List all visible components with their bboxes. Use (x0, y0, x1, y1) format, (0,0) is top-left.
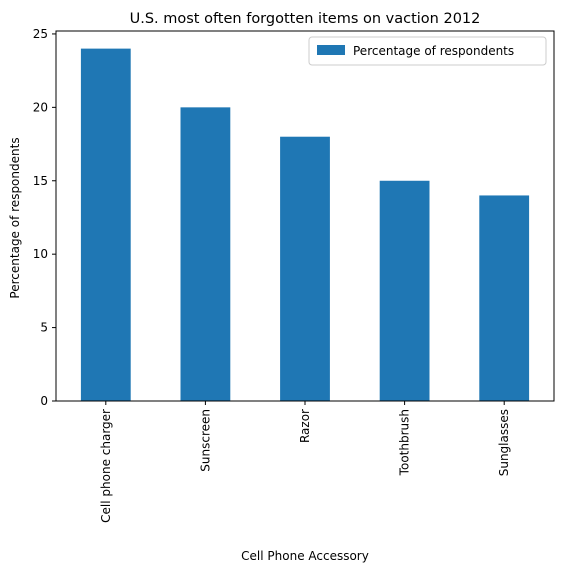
bar-toothbrush (379, 180, 430, 401)
x-tick-label: Cell phone charger (99, 409, 113, 523)
y-tick-label: 5 (40, 321, 48, 335)
bar-razor (280, 136, 330, 401)
bar-sunglasses (479, 195, 530, 401)
x-tick-label: Razor (298, 409, 312, 443)
legend (308, 36, 547, 66)
y-tick-label: 0 (40, 394, 48, 408)
y-tick-label: 15 (33, 174, 48, 188)
x-tick-label: Sunscreen (198, 409, 212, 472)
legend-label: Percentage of respondents (353, 44, 514, 58)
bar-cell-phone-charger (80, 48, 131, 401)
plot-area: 0 5 10 15 20 25 Cell phone charger Sunscreen Raz… (33, 27, 555, 523)
x-axis-title: Cell Phone Accessory (241, 549, 369, 563)
x-tick-label: Sunglasses (497, 409, 511, 476)
y-tick-label: 25 (33, 27, 48, 41)
y-axis-title: Percentage of respondents (8, 137, 22, 298)
y-tick-label: 20 (33, 100, 48, 114)
x-tick-label: Toothbrush (398, 409, 412, 476)
legend-swatch (317, 45, 345, 55)
chart-title: U.S. most often forgotten items on vacti… (130, 11, 481, 27)
y-tick-label: 10 (33, 247, 48, 261)
bar-sunscreen (180, 107, 231, 401)
